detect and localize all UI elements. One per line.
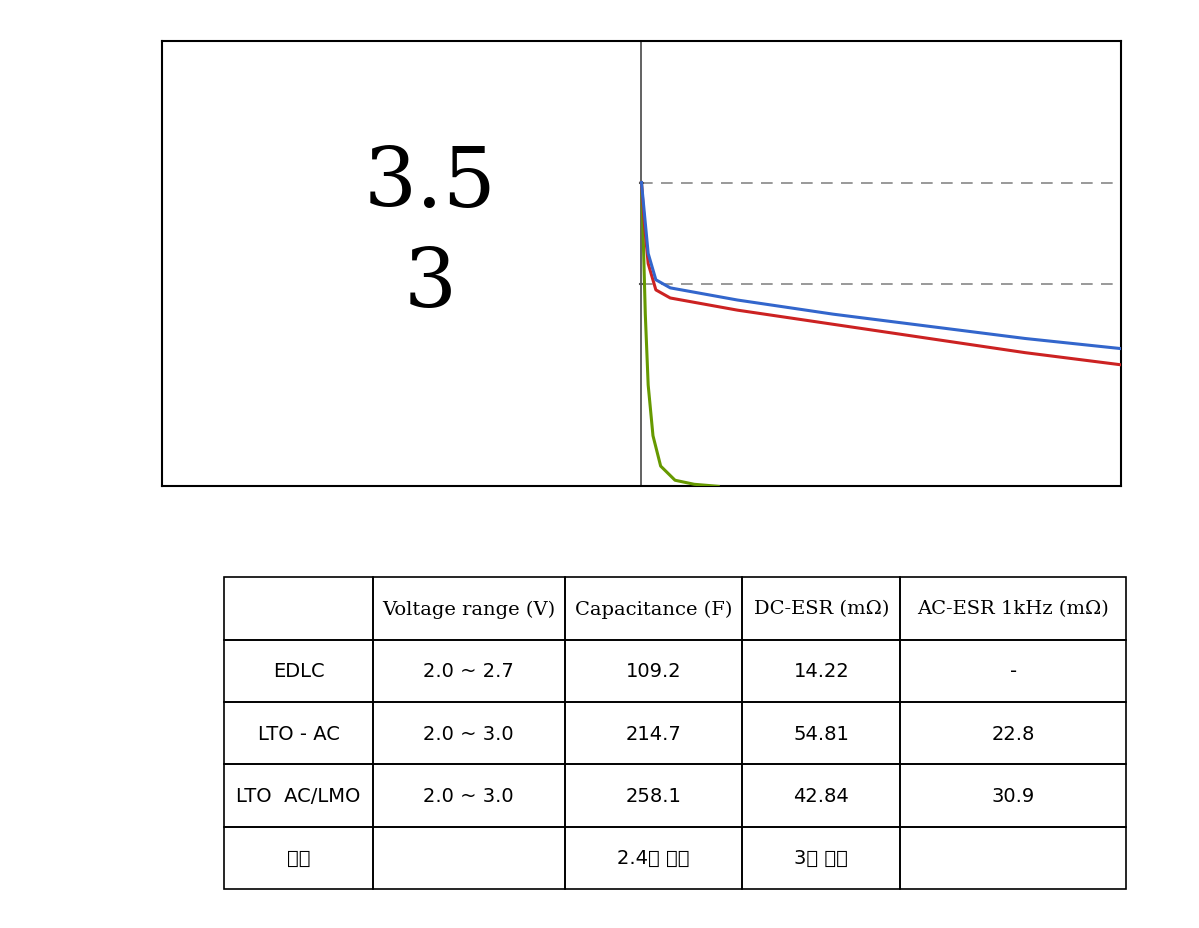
Text: 109.2: 109.2 <box>626 662 681 680</box>
Bar <box>373 765 565 827</box>
Text: LTO  AC/LMO: LTO AC/LMO <box>236 786 361 806</box>
Bar <box>742 640 900 702</box>
Bar <box>900 827 1126 889</box>
Text: 2.0 ~ 3.0: 2.0 ~ 3.0 <box>423 724 514 742</box>
Text: 비고: 비고 <box>287 848 311 868</box>
Bar <box>742 765 900 827</box>
Text: 42.84: 42.84 <box>794 786 849 806</box>
Bar <box>373 702 565 765</box>
Text: Voltage range (V): Voltage range (V) <box>382 599 555 618</box>
Text: 258.1: 258.1 <box>626 786 681 806</box>
Bar <box>224 702 373 765</box>
Bar <box>373 640 565 702</box>
Bar <box>224 827 373 889</box>
Bar <box>565 765 742 827</box>
Bar <box>565 702 742 765</box>
Text: 2.0 ~ 2.7: 2.0 ~ 2.7 <box>423 662 514 680</box>
Text: 54.81: 54.81 <box>794 724 849 742</box>
Bar <box>742 827 900 889</box>
Text: 22.8: 22.8 <box>992 724 1035 742</box>
Bar <box>742 577 900 640</box>
Text: 14.22: 14.22 <box>794 662 849 680</box>
Text: 30.9: 30.9 <box>992 786 1035 806</box>
Text: 2.0 ~ 3.0: 2.0 ~ 3.0 <box>423 786 514 806</box>
Bar <box>373 577 565 640</box>
Bar <box>565 827 742 889</box>
Bar <box>373 827 565 889</box>
Text: LTO - AC: LTO - AC <box>258 724 339 742</box>
Bar <box>224 765 373 827</box>
Text: 2.4배 향상: 2.4배 향상 <box>617 848 689 868</box>
Bar <box>742 702 900 765</box>
Text: -: - <box>1010 662 1017 680</box>
Bar <box>900 765 1126 827</box>
Text: Capacitance (F): Capacitance (F) <box>574 599 733 618</box>
Text: 3: 3 <box>404 245 457 325</box>
Bar <box>565 577 742 640</box>
Text: 3배 증가: 3배 증가 <box>795 848 848 868</box>
Text: DC-ESR (mΩ): DC-ESR (mΩ) <box>754 599 888 618</box>
Text: AC-ESR 1kHz (mΩ): AC-ESR 1kHz (mΩ) <box>917 599 1109 618</box>
Text: 214.7: 214.7 <box>626 724 681 742</box>
Bar <box>565 640 742 702</box>
Bar <box>900 577 1126 640</box>
Text: EDLC: EDLC <box>272 662 325 680</box>
Bar <box>224 640 373 702</box>
Bar <box>900 640 1126 702</box>
Text: 3.5: 3.5 <box>364 144 496 224</box>
Bar <box>224 577 373 640</box>
Bar <box>900 702 1126 765</box>
